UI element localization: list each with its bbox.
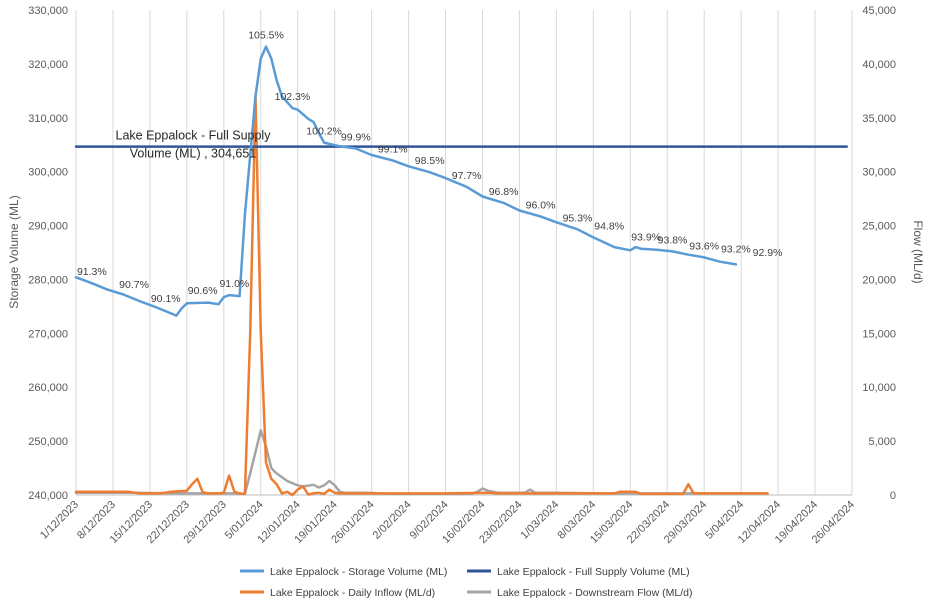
storage-pct-label: 90.7% bbox=[119, 279, 149, 291]
left-tick-label: 330,000 bbox=[28, 5, 68, 17]
left-tick-label: 300,000 bbox=[28, 167, 68, 179]
legend-label: Lake Eppalock - Daily Inflow (ML/d) bbox=[270, 587, 435, 599]
left-tick-label: 280,000 bbox=[28, 274, 68, 286]
left-axis-ticks: 240,000 250,000 260,000 270,000 280,000 290,0… bbox=[28, 5, 68, 502]
left-tick-label: 260,000 bbox=[28, 382, 68, 394]
storage-pct-label: 90.6% bbox=[188, 285, 218, 297]
storage-pct-label: 90.1% bbox=[151, 293, 181, 305]
storage-pct-label: 93.9% bbox=[631, 232, 661, 244]
x-tick-label: 2/02/2024 bbox=[371, 499, 414, 542]
storage-pct-label: 102.3% bbox=[275, 91, 311, 103]
left-axis-title: Storage Volume (ML) bbox=[7, 195, 21, 308]
right-axis-title: Flow (ML/d) bbox=[911, 220, 925, 283]
storage-pct-label: 93.6% bbox=[689, 240, 719, 252]
left-tick-label: 250,000 bbox=[28, 436, 68, 448]
right-tick-label: 0 bbox=[890, 490, 896, 502]
left-tick-label: 270,000 bbox=[28, 328, 68, 340]
x-tick-label: 1/12/2023 bbox=[38, 499, 81, 542]
storage-volume-line bbox=[74, 45, 738, 317]
storage-pct-label: 100.2% bbox=[306, 126, 342, 138]
storage-pct-label: 92.9% bbox=[753, 247, 783, 259]
fsl-annotation-line2: Volume (ML) , 304,651 bbox=[130, 147, 257, 161]
storage-pct-label: 94.8% bbox=[594, 220, 624, 232]
right-tick-label: 30,000 bbox=[862, 167, 896, 179]
downstream-flow-line bbox=[74, 429, 769, 496]
right-tick-label: 25,000 bbox=[862, 221, 896, 233]
data-labels: 91.3% 90.7%90.1% 90.6%91.0% 105.5% 102.3% 100… bbox=[77, 30, 782, 306]
full-supply-annotation: Lake Eppalock - Full Supply Volume (ML) ,… bbox=[116, 129, 272, 161]
legend-label: Lake Eppalock - Downstream Flow (ML/d) bbox=[497, 587, 693, 599]
legend-label: Lake Eppalock - Storage Volume (ML) bbox=[270, 566, 447, 578]
storage-pct-label: 99.1% bbox=[378, 143, 408, 155]
legend: Lake Eppalock - Storage Volume (ML) Lake … bbox=[240, 566, 693, 599]
storage-pct-label: 91.0% bbox=[219, 278, 249, 290]
right-tick-label: 35,000 bbox=[862, 113, 896, 125]
storage-pct-label: 96.0% bbox=[526, 199, 556, 211]
x-tick-label: 1/03/2024 bbox=[518, 499, 561, 542]
left-tick-label: 310,000 bbox=[28, 113, 68, 125]
daily-inflow-line bbox=[74, 94, 769, 497]
right-tick-label: 20,000 bbox=[862, 274, 896, 286]
legend-label: Lake Eppalock - Full Supply Volume (ML) bbox=[497, 566, 690, 578]
fsl-annotation-line1: Lake Eppalock - Full Supply bbox=[116, 129, 272, 143]
left-tick-label: 240,000 bbox=[28, 490, 68, 502]
storage-pct-label: 98.5% bbox=[415, 155, 445, 167]
right-tick-label: 10,000 bbox=[862, 382, 896, 394]
storage-pct-label: 91.3% bbox=[77, 266, 107, 278]
right-tick-label: 15,000 bbox=[862, 328, 896, 340]
storage-pct-label: 99.9% bbox=[341, 131, 371, 143]
storage-pct-label: 93.8% bbox=[658, 234, 688, 246]
left-tick-label: 320,000 bbox=[28, 59, 68, 71]
right-axis-ticks: 0 5,000 10,000 15,000 20,000 25,000 30,000 35,0… bbox=[862, 5, 896, 502]
storage-pct-label: 96.8% bbox=[489, 186, 519, 198]
storage-pct-label: 95.3% bbox=[563, 212, 593, 224]
storage-pct-label: 93.2% bbox=[721, 244, 751, 256]
storage-pct-label: 105.5% bbox=[248, 30, 284, 42]
x-axis-ticks: 1/12/20238/12/202315/12/202322/12/202329… bbox=[38, 499, 857, 546]
right-tick-label: 5,000 bbox=[868, 436, 896, 448]
series-layer bbox=[74, 45, 848, 497]
right-tick-label: 45,000 bbox=[862, 5, 896, 17]
right-tick-label: 40,000 bbox=[862, 59, 896, 71]
storage-pct-label: 97.7% bbox=[452, 170, 482, 182]
left-tick-label: 290,000 bbox=[28, 221, 68, 233]
